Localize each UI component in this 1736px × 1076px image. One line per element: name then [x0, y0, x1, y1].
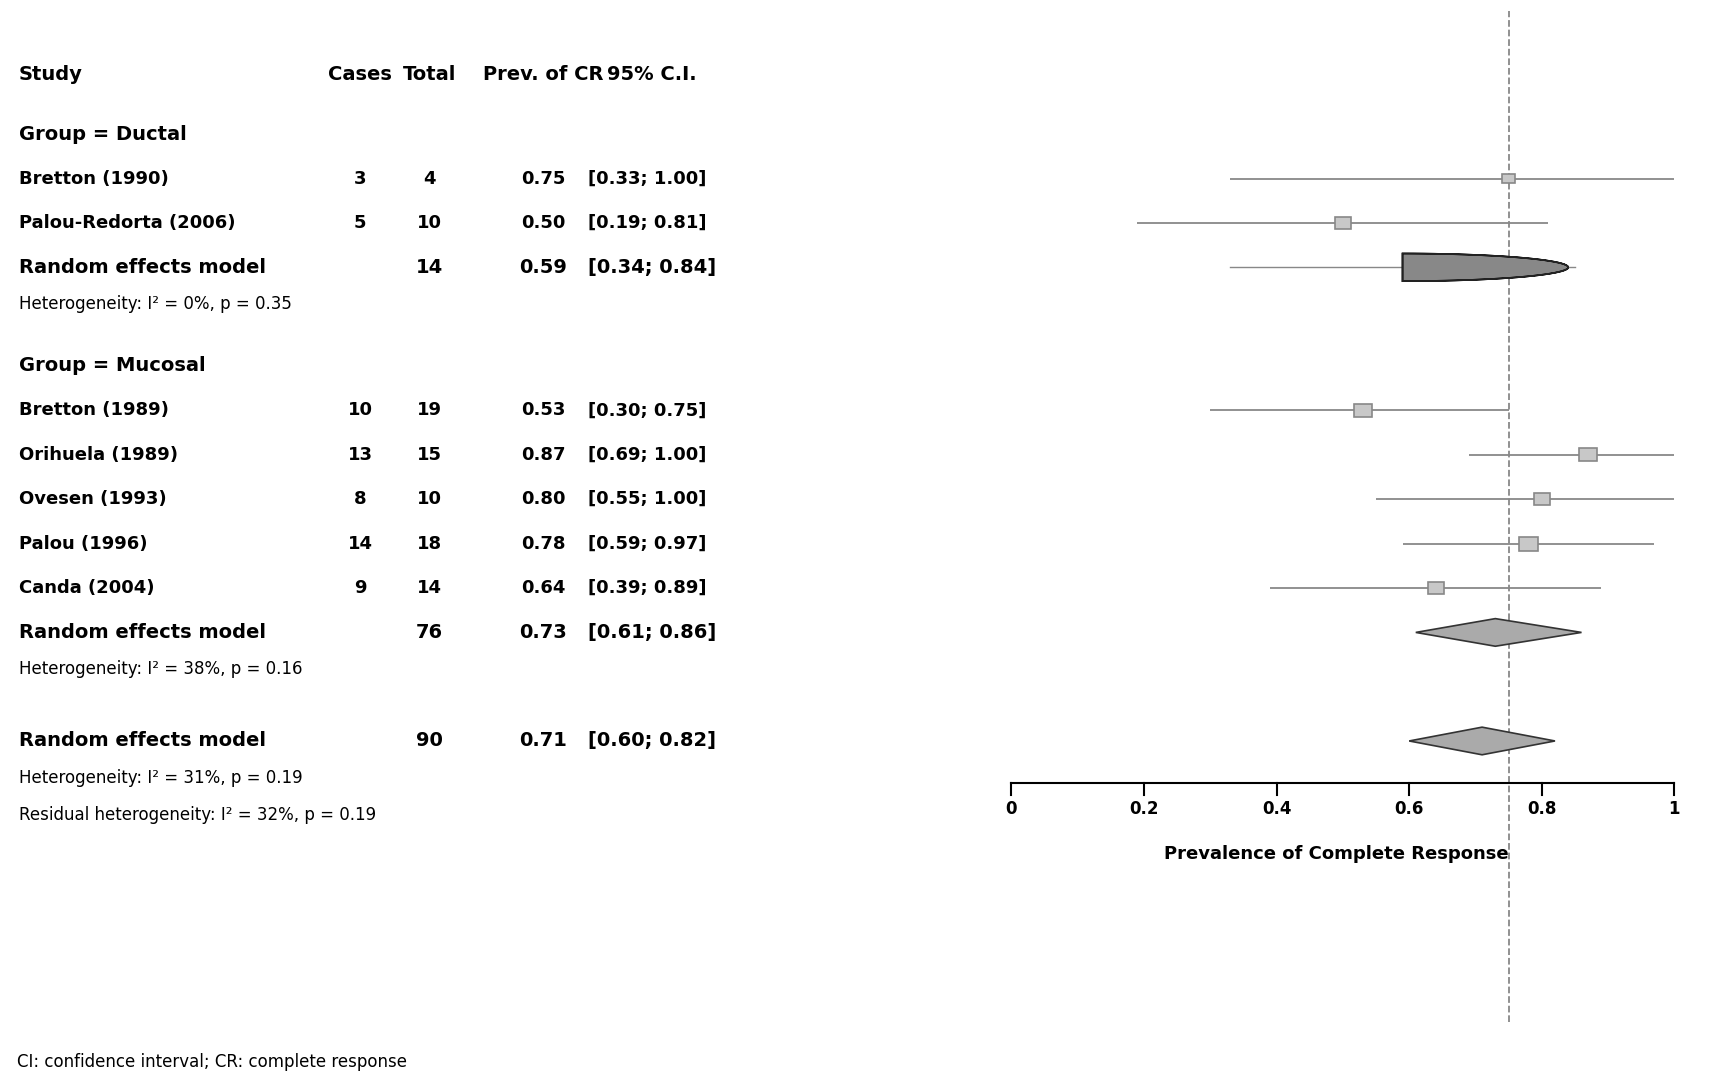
Text: Total: Total	[403, 66, 457, 84]
Polygon shape	[1410, 727, 1555, 754]
Text: 0.53: 0.53	[521, 401, 566, 420]
Text: Palou-Redorta (2006): Palou-Redorta (2006)	[19, 214, 234, 232]
Text: 1: 1	[1668, 801, 1680, 818]
Text: Bretton (1989): Bretton (1989)	[19, 401, 168, 420]
Bar	[1427, 582, 1444, 594]
Text: CI: confidence interval; CR: complete response: CI: confidence interval; CR: complete re…	[17, 1052, 408, 1071]
Text: 0.75: 0.75	[521, 170, 566, 187]
Text: 0.73: 0.73	[519, 623, 568, 642]
Text: 0.71: 0.71	[519, 732, 568, 750]
Text: Group = Mucosal: Group = Mucosal	[19, 356, 205, 376]
Text: Study: Study	[19, 66, 82, 84]
Text: Prevalence of Complete Response: Prevalence of Complete Response	[1163, 845, 1509, 863]
Text: 8: 8	[354, 491, 366, 508]
Text: 0.2: 0.2	[1130, 801, 1158, 818]
Text: Prev. of CR: Prev. of CR	[483, 66, 604, 84]
Text: Residual heterogeneity: I² = 32%, p = 0.19: Residual heterogeneity: I² = 32%, p = 0.…	[19, 806, 375, 824]
Text: 10: 10	[417, 491, 441, 508]
Text: 0.87: 0.87	[521, 445, 566, 464]
Text: [0.39; 0.89]: [0.39; 0.89]	[587, 579, 707, 597]
Text: 0.59: 0.59	[519, 258, 568, 277]
Text: Group = Ductal: Group = Ductal	[19, 125, 186, 143]
Text: 0.80: 0.80	[521, 491, 566, 508]
Text: 0.78: 0.78	[521, 535, 566, 553]
Text: Cases: Cases	[328, 66, 392, 84]
Text: 0.8: 0.8	[1528, 801, 1557, 818]
Text: 18: 18	[417, 535, 441, 553]
Text: 9: 9	[354, 579, 366, 597]
Bar	[1502, 174, 1516, 183]
Text: Canda (2004): Canda (2004)	[19, 579, 155, 597]
Text: Random effects model: Random effects model	[19, 623, 266, 642]
Text: Bretton (1990): Bretton (1990)	[19, 170, 168, 187]
Text: 19: 19	[417, 401, 441, 420]
Text: 10: 10	[417, 214, 441, 232]
Text: Heterogeneity: I² = 31%, p = 0.19: Heterogeneity: I² = 31%, p = 0.19	[19, 769, 302, 787]
Text: [0.55; 1.00]: [0.55; 1.00]	[587, 491, 707, 508]
Text: 14: 14	[417, 579, 441, 597]
Polygon shape	[1417, 619, 1581, 647]
Polygon shape	[1403, 254, 1568, 281]
Text: [0.34; 0.84]: [0.34; 0.84]	[587, 258, 715, 277]
Text: 10: 10	[347, 401, 373, 420]
Bar	[1580, 449, 1597, 462]
Text: [0.19; 0.81]: [0.19; 0.81]	[587, 214, 707, 232]
Text: 0.50: 0.50	[521, 214, 566, 232]
Bar	[1535, 493, 1550, 505]
Text: 14: 14	[347, 535, 373, 553]
Text: [0.30; 0.75]: [0.30; 0.75]	[587, 401, 707, 420]
Text: 0.64: 0.64	[521, 579, 566, 597]
Text: 14: 14	[415, 258, 443, 277]
Text: Random effects model: Random effects model	[19, 258, 266, 277]
Text: [0.69; 1.00]: [0.69; 1.00]	[587, 445, 707, 464]
Text: Heterogeneity: I² = 0%, p = 0.35: Heterogeneity: I² = 0%, p = 0.35	[19, 295, 292, 313]
Text: [0.60; 0.82]: [0.60; 0.82]	[587, 732, 715, 750]
Text: 0.6: 0.6	[1394, 801, 1424, 818]
Bar	[1354, 404, 1371, 416]
Text: Heterogeneity: I² = 38%, p = 0.16: Heterogeneity: I² = 38%, p = 0.16	[19, 661, 302, 679]
Text: [0.33; 1.00]: [0.33; 1.00]	[587, 170, 707, 187]
Bar	[1335, 217, 1351, 229]
Text: 3: 3	[354, 170, 366, 187]
Text: 90: 90	[417, 732, 443, 750]
Text: 13: 13	[347, 445, 373, 464]
Text: [0.59; 0.97]: [0.59; 0.97]	[587, 535, 707, 553]
Text: 0: 0	[1005, 801, 1017, 818]
Text: 95% C.I.: 95% C.I.	[608, 66, 696, 84]
Text: Palou (1996): Palou (1996)	[19, 535, 148, 553]
Text: [0.61; 0.86]: [0.61; 0.86]	[587, 623, 715, 642]
Text: Random effects model: Random effects model	[19, 732, 266, 750]
Text: Orihuela (1989): Orihuela (1989)	[19, 445, 177, 464]
Text: 4: 4	[424, 170, 436, 187]
Text: 0.4: 0.4	[1262, 801, 1292, 818]
Bar	[1519, 537, 1538, 551]
Text: 15: 15	[417, 445, 441, 464]
Text: 5: 5	[354, 214, 366, 232]
Text: Ovesen (1993): Ovesen (1993)	[19, 491, 167, 508]
Text: 76: 76	[415, 623, 443, 642]
